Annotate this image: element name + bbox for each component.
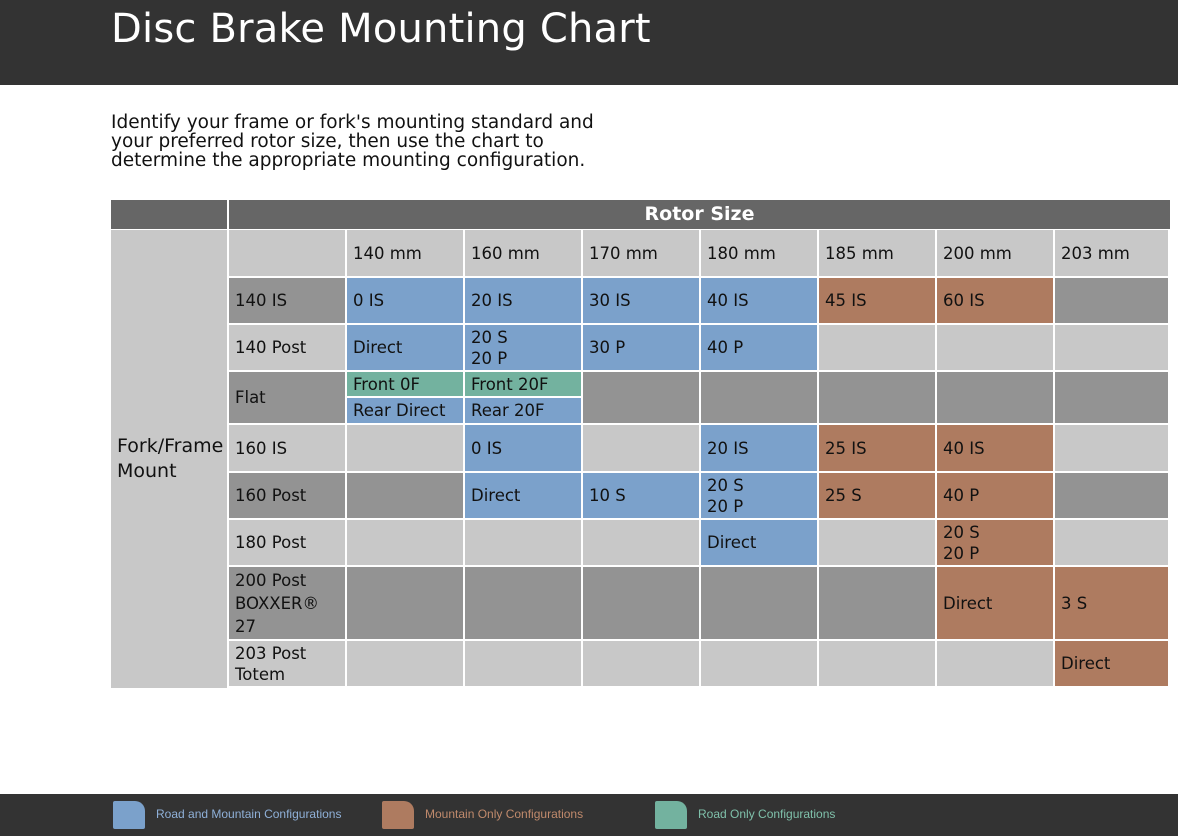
table-cell: 60 IS (937, 278, 1053, 323)
table-cell: 40 IS (937, 425, 1053, 471)
row-label: Flat (229, 372, 345, 423)
page-title: Disc Brake Mounting Chart (111, 6, 651, 52)
table-cell (937, 641, 1053, 686)
legend-swatch-mountain (382, 801, 414, 829)
rotor-size-header: Rotor Size (229, 200, 1170, 229)
column-header-170-mm: 170 mm (583, 230, 699, 276)
table-cell: 0 IS (465, 425, 581, 471)
table-cell: 3 S (1055, 567, 1168, 639)
table-corner-header (111, 200, 227, 229)
table-cell (819, 641, 935, 686)
table-cell (819, 520, 935, 565)
table-cell (465, 567, 581, 639)
table-cell (937, 372, 1053, 423)
flat-rear-cell: Rear 20F (465, 398, 581, 423)
row-label: 200 Post BOXXER® 27 (229, 567, 345, 639)
row-label: 160 IS (229, 425, 345, 471)
table-cell: 25 IS (819, 425, 935, 471)
table-cell (465, 520, 581, 565)
legend-label-mountain: Mountain Only Configurations (425, 807, 584, 821)
table-cell (819, 325, 935, 370)
table-cell (937, 325, 1053, 370)
table-cell (347, 425, 463, 471)
table-cell (1055, 325, 1168, 370)
row-label: 160 Post (229, 473, 345, 518)
table-cell (583, 425, 699, 471)
table-cell: 20 S 20 P (937, 520, 1053, 565)
table-cell (347, 641, 463, 686)
flat-front-cell: Front 0F (347, 372, 463, 396)
column-header-blank (229, 230, 345, 276)
legend-swatch-road (655, 801, 687, 829)
table-cell: 30 IS (583, 278, 699, 323)
table-cell: 0 IS (347, 278, 463, 323)
table-cell (347, 567, 463, 639)
column-header-180-mm: 180 mm (701, 230, 817, 276)
column-header-160-mm: 160 mm (465, 230, 581, 276)
table-cell: Direct (347, 325, 463, 370)
table-cell: Direct (465, 473, 581, 518)
table-cell (347, 473, 463, 518)
table-cell (583, 372, 699, 423)
table-cell (347, 520, 463, 565)
fork-frame-mount-label-line2: Mount (117, 460, 177, 482)
table-cell (1055, 278, 1168, 323)
table-cell (1055, 520, 1168, 565)
table-cell: 40 IS (701, 278, 817, 323)
table-cell: 40 P (937, 473, 1053, 518)
table-cell: 25 S (819, 473, 935, 518)
table-cell: Direct (1055, 641, 1168, 686)
table-cell: 20 IS (465, 278, 581, 323)
table-cell: 30 P (583, 325, 699, 370)
row-label: 203 Post Totem (229, 641, 345, 686)
legend-bar: Road and Mountain Configurations Mountai… (0, 794, 1178, 836)
legend-label-road: Road Only Configurations (698, 807, 836, 821)
column-header-203-mm: 203 mm (1055, 230, 1168, 276)
table-cell: 45 IS (819, 278, 935, 323)
table-cell (819, 567, 935, 639)
flat-front-cell: Front 20F (465, 372, 581, 396)
table-cell: Direct (937, 567, 1053, 639)
row-label: 140 IS (229, 278, 345, 323)
table-cell (1055, 473, 1168, 518)
table-cell (701, 567, 817, 639)
table-cell: Direct (701, 520, 817, 565)
flat-rear-cell: Rear Direct (347, 398, 463, 423)
table-cell (583, 641, 699, 686)
table-cell (1055, 425, 1168, 471)
table-cell (701, 641, 817, 686)
table-cell (1055, 372, 1168, 423)
table-cell (583, 567, 699, 639)
page-header: Disc Brake Mounting Chart (0, 0, 1178, 85)
table-cell: 20 IS (701, 425, 817, 471)
table-cell (819, 372, 935, 423)
table-cell: 20 S 20 P (465, 325, 581, 370)
column-header-140-mm: 140 mm (347, 230, 463, 276)
legend-label-road-mountain: Road and Mountain Configurations (156, 807, 342, 821)
column-header-185-mm: 185 mm (819, 230, 935, 276)
table-cell (465, 641, 581, 686)
table-cell (701, 372, 817, 423)
table-cell (583, 520, 699, 565)
table-cell: 20 S 20 P (701, 473, 817, 518)
row-label: 140 Post (229, 325, 345, 370)
table-cell: 10 S (583, 473, 699, 518)
row-label: 180 Post (229, 520, 345, 565)
fork-frame-mount-label-line1: Fork/Frame (117, 435, 224, 457)
table-cell: 40 P (701, 325, 817, 370)
column-header-200-mm: 200 mm (937, 230, 1053, 276)
legend-swatch-road-mountain (113, 801, 145, 829)
intro-text: Identify your frame or fork's mounting s… (111, 112, 594, 171)
fork-frame-mount-header: Fork/Frame Mount (111, 230, 227, 688)
